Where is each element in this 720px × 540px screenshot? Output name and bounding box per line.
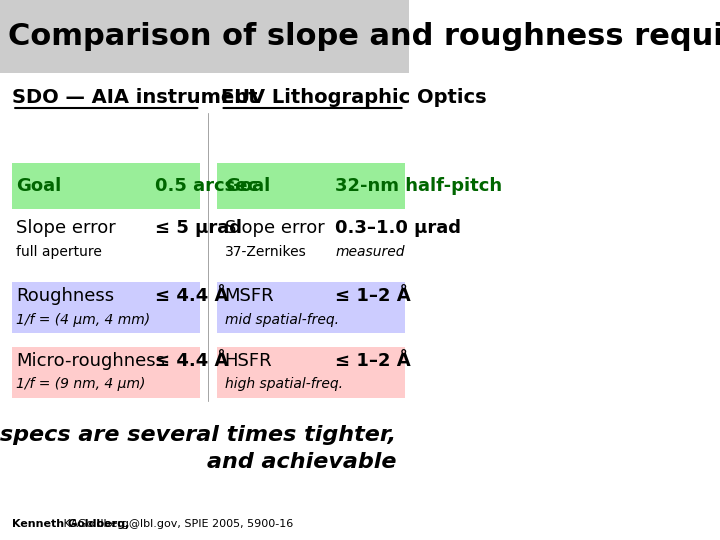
Text: ≤ 4.4 Å: ≤ 4.4 Å bbox=[156, 287, 229, 305]
Text: Comparison of slope and roughness requirements: Comparison of slope and roughness requir… bbox=[8, 22, 720, 51]
Text: 1/f = (9 nm, 4 μm): 1/f = (9 nm, 4 μm) bbox=[17, 377, 145, 392]
Text: ≤ 1–2 Å: ≤ 1–2 Å bbox=[335, 287, 411, 305]
Text: full aperture: full aperture bbox=[17, 245, 102, 259]
Text: measured: measured bbox=[335, 245, 405, 259]
FancyBboxPatch shape bbox=[12, 347, 200, 399]
Text: Micro-roughness: Micro-roughness bbox=[17, 352, 166, 370]
Text: SDO — AIA instrument: SDO — AIA instrument bbox=[12, 87, 258, 107]
Text: Goal: Goal bbox=[17, 177, 62, 195]
Text: EUV Lithographic Optics: EUV Lithographic Optics bbox=[220, 87, 486, 107]
Text: Slope error: Slope error bbox=[17, 219, 116, 238]
Text: ≤ 1–2 Å: ≤ 1–2 Å bbox=[335, 352, 411, 370]
Text: high spatial-freq.: high spatial-freq. bbox=[225, 377, 343, 392]
Text: Kenneth Goldberg,: Kenneth Goldberg, bbox=[12, 519, 130, 529]
Text: KAGoldberg@lbl.gov, SPIE 2005, 5900-16: KAGoldberg@lbl.gov, SPIE 2005, 5900-16 bbox=[60, 519, 294, 529]
Text: HSFR: HSFR bbox=[225, 352, 272, 370]
Text: 1/f = (4 μm, 4 mm): 1/f = (4 μm, 4 mm) bbox=[17, 313, 150, 327]
FancyBboxPatch shape bbox=[12, 213, 200, 267]
Text: The specs are several times tighter,: The specs are several times tighter, bbox=[0, 424, 396, 445]
FancyBboxPatch shape bbox=[12, 282, 200, 333]
FancyBboxPatch shape bbox=[217, 282, 405, 333]
Text: and achievable: and achievable bbox=[207, 451, 396, 472]
Text: mid spatial-freq.: mid spatial-freq. bbox=[225, 313, 338, 327]
FancyBboxPatch shape bbox=[217, 163, 405, 209]
Text: MSFR: MSFR bbox=[225, 287, 274, 305]
Text: ≤ 5 μrad: ≤ 5 μrad bbox=[156, 219, 242, 238]
Text: Roughness: Roughness bbox=[17, 287, 114, 305]
FancyBboxPatch shape bbox=[217, 213, 405, 267]
FancyBboxPatch shape bbox=[12, 163, 200, 209]
Text: 0.3–1.0 μrad: 0.3–1.0 μrad bbox=[335, 219, 461, 238]
Text: ≤ 4.4 Å: ≤ 4.4 Å bbox=[156, 352, 229, 370]
Text: 32-nm half-pitch: 32-nm half-pitch bbox=[335, 177, 502, 195]
FancyBboxPatch shape bbox=[0, 0, 408, 73]
Text: 0.5 arcsec: 0.5 arcsec bbox=[156, 177, 258, 195]
Text: 37-Zernikes: 37-Zernikes bbox=[225, 245, 307, 259]
Text: Goal: Goal bbox=[225, 177, 270, 195]
FancyBboxPatch shape bbox=[217, 347, 405, 399]
Text: Slope error: Slope error bbox=[225, 219, 325, 238]
